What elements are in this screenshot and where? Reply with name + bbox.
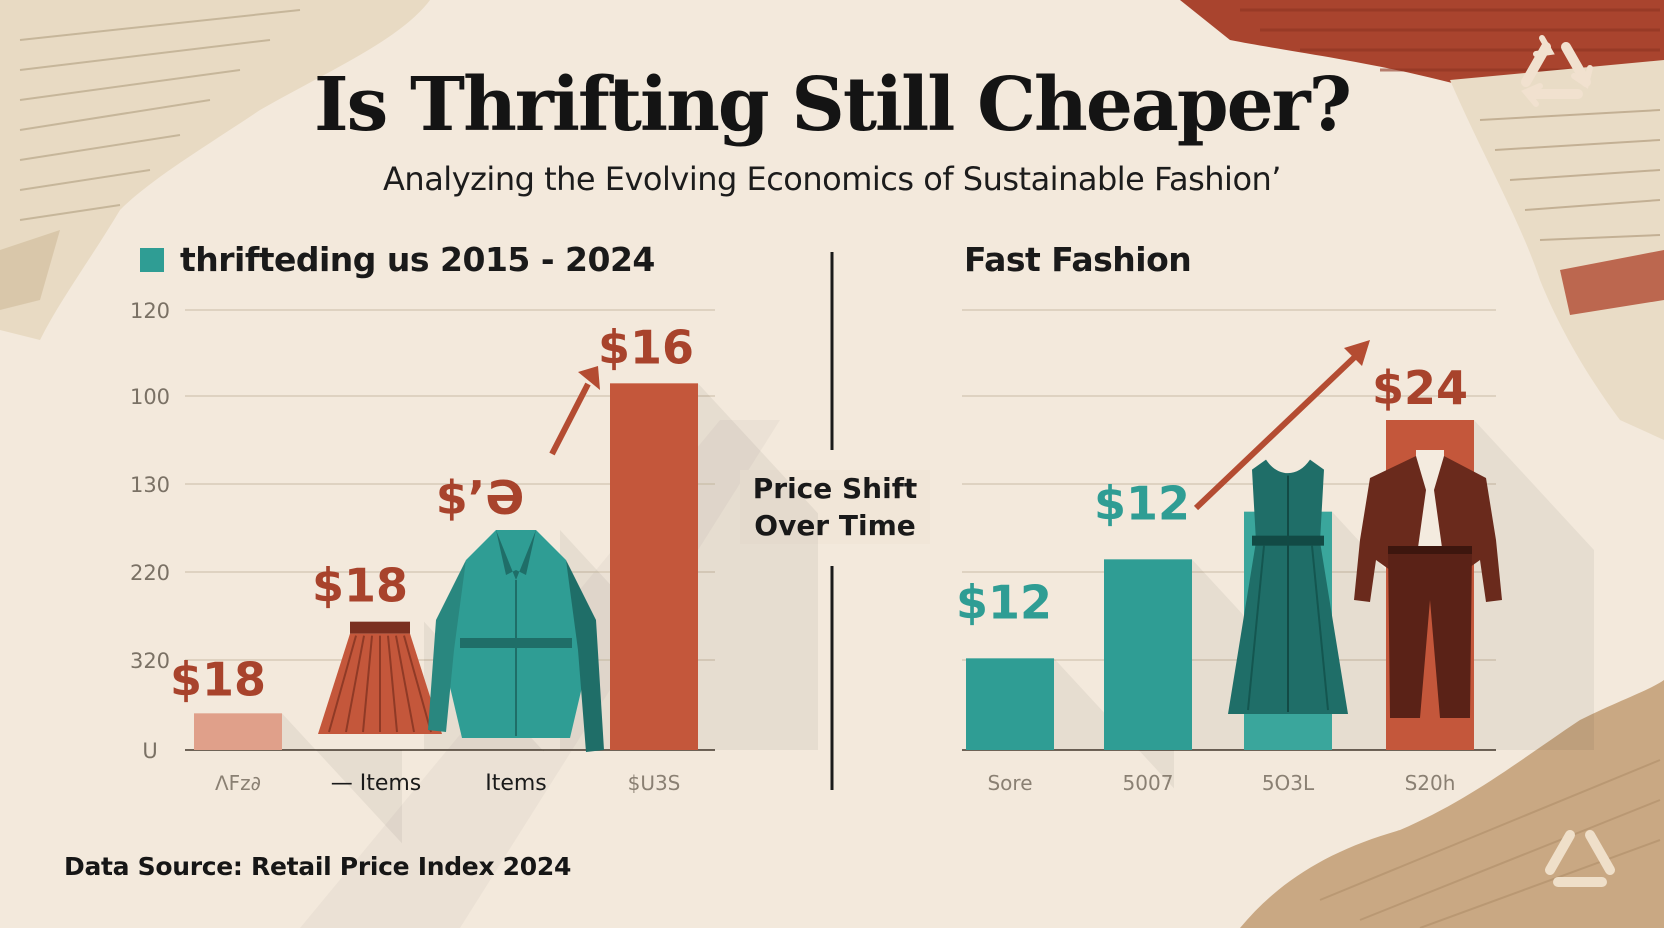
- legend-swatch-teal: [140, 247, 164, 272]
- x-tick-label: 5O3L: [1262, 771, 1315, 795]
- data-label: $16: [598, 320, 694, 374]
- data-label: $12: [956, 575, 1052, 629]
- thrifting-bar-chart: 120 100 130 220 320 U $18 ᐱFᴢ∂ $18 — Items $’Ə Item…: [130, 299, 818, 844]
- legend-label: thrifteding us 2015 - 2024: [180, 240, 655, 279]
- y-tick-label: 220: [130, 561, 170, 585]
- suit-icon: [1354, 450, 1502, 718]
- data-label: $18: [170, 652, 266, 706]
- x-tick-label: Sore: [987, 771, 1032, 795]
- bar: [966, 658, 1054, 750]
- x-tick-label: — Items: [331, 771, 422, 796]
- bar: [194, 713, 282, 750]
- data-label: $24: [1372, 361, 1468, 415]
- recycle-icon: [1545, 830, 1615, 887]
- data-label: $12: [1094, 476, 1190, 530]
- bar-coat: [428, 530, 604, 752]
- data-label: $18: [312, 559, 408, 613]
- x-tick-label: 5007: [1123, 771, 1174, 795]
- x-tick-label: S20h: [1405, 771, 1456, 795]
- y-tick-label: 320: [130, 649, 170, 673]
- data-source-note: Data Source: Retail Price Index 2024: [64, 852, 572, 881]
- y-tick-label: U: [142, 739, 157, 763]
- trend-arrow-icon: [549, 366, 600, 456]
- y-tick-label: 130: [130, 473, 170, 497]
- x-tick-label: $ᑌ3S: [628, 771, 681, 795]
- right-chart-title: Fast Fashion: [964, 240, 1192, 279]
- center-label: Price Shift Over Time: [740, 470, 930, 544]
- trend-arrow-icon: [1193, 340, 1370, 511]
- bar-shadow: [1474, 420, 1594, 750]
- bar-shadow: [282, 713, 402, 844]
- left-chart-legend: thrifteding us 2015 - 2024: [140, 240, 655, 279]
- data-label: $’Ə: [436, 471, 525, 525]
- bar: [610, 383, 698, 750]
- bar: [1104, 559, 1192, 750]
- recycle-icon: [1521, 35, 1593, 107]
- page-title: Is Thrifting Still Cheaper?: [313, 62, 1352, 148]
- page-subtitle: Analyzing the Evolving Economics of Sust…: [383, 160, 1281, 198]
- dress-icon: [1228, 459, 1348, 714]
- y-tick-label: 100: [130, 385, 170, 409]
- y-tick-label: 120: [130, 299, 170, 323]
- x-tick-label: ᐱFᴢ∂: [215, 771, 261, 795]
- bar-shadow: [698, 383, 818, 750]
- bar-skirt: [318, 621, 442, 734]
- x-tick-label: Items: [485, 771, 547, 796]
